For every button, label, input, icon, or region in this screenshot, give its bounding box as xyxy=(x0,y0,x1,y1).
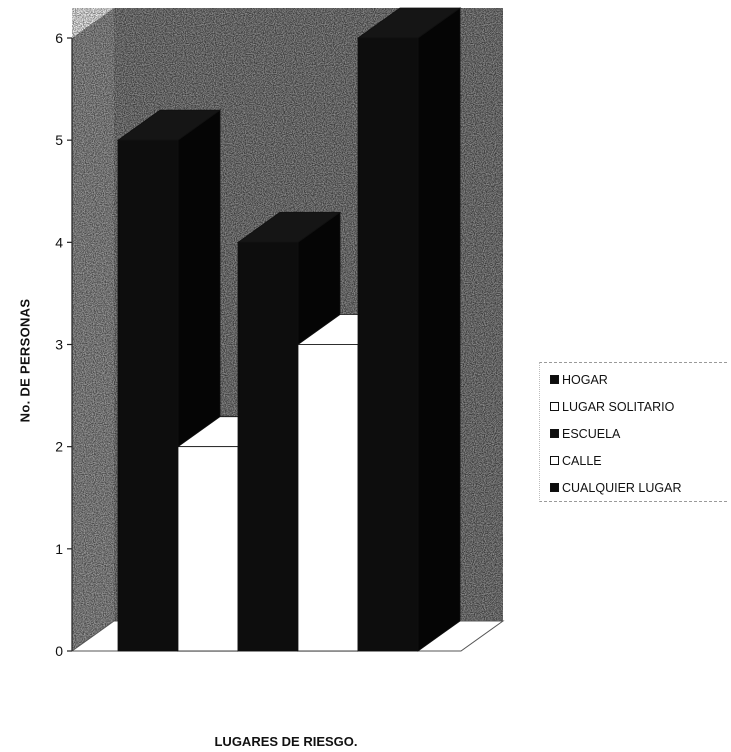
legend-label: HOGAR xyxy=(562,372,608,387)
bars xyxy=(116,7,462,652)
bar-cualquier-lugar xyxy=(356,7,462,652)
legend-label: CUALQUIER LUGAR xyxy=(562,480,682,495)
legend-item: CUALQUIER LUGAR xyxy=(540,474,727,501)
y-axis: 0 1 2 3 4 5 6 xyxy=(55,30,73,659)
legend-label: CALLE xyxy=(562,453,602,468)
legend-item: HOGAR xyxy=(540,366,727,393)
bar-front xyxy=(357,37,419,652)
bar-front xyxy=(297,344,359,652)
legend-label: ESCUELA xyxy=(562,426,621,441)
legend-label: LUGAR SOLITARIO xyxy=(562,399,675,414)
y-tick-label: 1 xyxy=(55,541,63,557)
y-tick-label: 6 xyxy=(55,30,63,46)
bar-front xyxy=(237,241,299,652)
legend-swatch xyxy=(550,429,559,438)
y-tick-label: 4 xyxy=(55,234,63,250)
x-axis-title: LUGARES DE RIESGO. xyxy=(214,734,358,749)
legend-swatch xyxy=(550,375,559,384)
bar-front xyxy=(117,139,179,652)
y-axis-title: No. DE PERSONAS xyxy=(5,260,45,460)
y-tick-label: 5 xyxy=(55,132,63,148)
legend-item: CALLE xyxy=(540,447,727,474)
y-tick-label: 0 xyxy=(55,643,63,659)
legend-swatch xyxy=(550,402,559,411)
bar-side xyxy=(417,7,461,652)
legend-swatch xyxy=(550,483,559,492)
y-axis-title-text: No. DE PERSONAS xyxy=(17,298,33,422)
legend-swatch xyxy=(550,456,559,465)
legend: HOGAR LUGAR SOLITARIO ESCUELA CALLE CUALQUIE… xyxy=(539,362,727,502)
legend-item: LUGAR SOLITARIO xyxy=(540,393,727,420)
left-wall-texture xyxy=(72,8,114,651)
y-tick-label: 3 xyxy=(55,337,63,353)
bar-front xyxy=(177,446,239,652)
legend-item: ESCUELA xyxy=(540,420,727,447)
y-tick-label: 2 xyxy=(55,439,63,455)
